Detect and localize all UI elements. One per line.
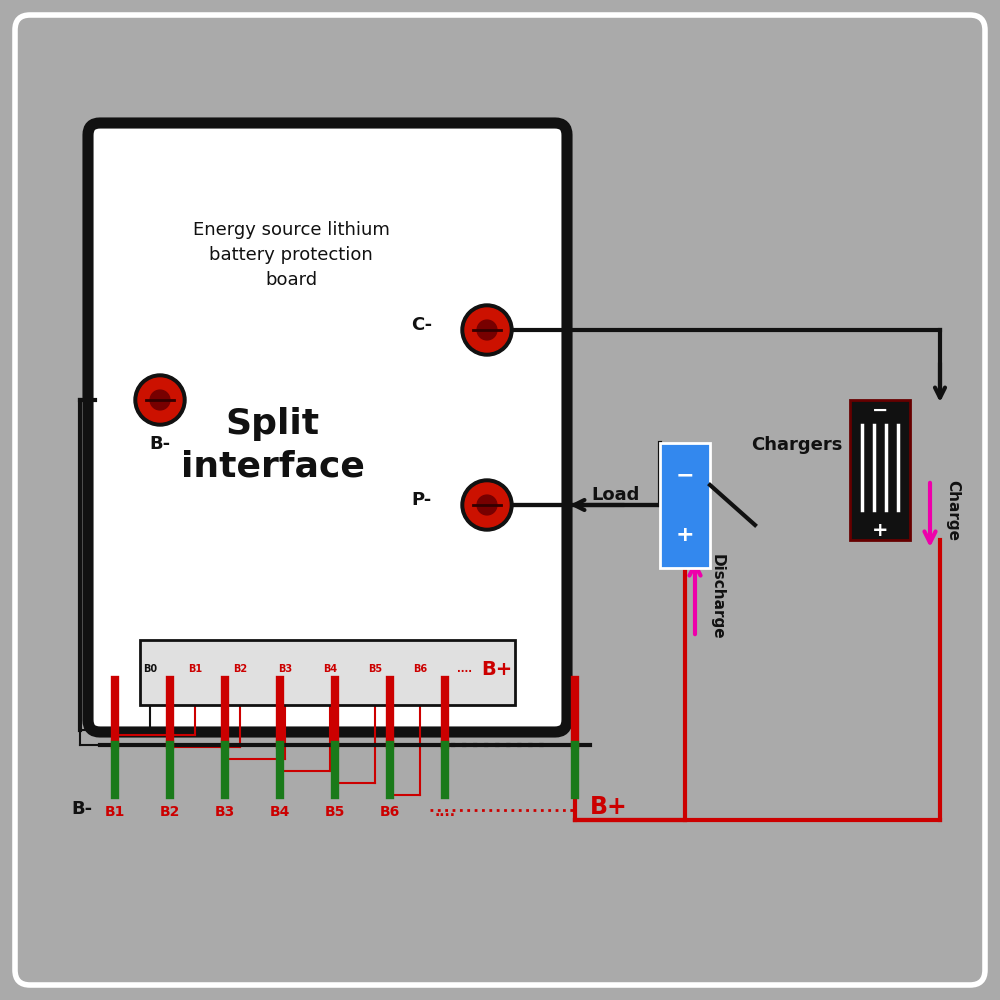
Bar	[140, 640, 515, 705]
Text: −: −	[676, 465, 694, 485]
Circle shape	[477, 495, 497, 515]
Text: C-: C-	[411, 316, 432, 334]
Text: B2: B2	[233, 664, 247, 674]
Text: Load: Load	[592, 486, 640, 504]
Text: +: +	[872, 520, 888, 540]
Circle shape	[465, 308, 509, 352]
Text: B3: B3	[278, 664, 292, 674]
Text: B3: B3	[215, 805, 235, 819]
Text: Split
interface: Split interface	[181, 407, 365, 483]
Text: B-: B-	[149, 435, 171, 453]
Text: B0: B0	[143, 664, 157, 674]
Text: Chargers: Chargers	[751, 436, 842, 454]
Text: B+: B+	[590, 795, 628, 819]
FancyBboxPatch shape	[88, 123, 567, 732]
Text: B4: B4	[270, 805, 290, 819]
Circle shape	[477, 320, 497, 340]
Text: Discharge: Discharge	[710, 554, 725, 640]
Text: −: −	[872, 400, 888, 420]
Text: B6: B6	[413, 664, 427, 674]
Text: B-: B-	[71, 800, 93, 818]
Text: ....: ....	[458, 664, 473, 674]
Circle shape	[138, 378, 182, 422]
Text: B2: B2	[160, 805, 180, 819]
Circle shape	[465, 483, 509, 527]
Text: B+: B+	[481, 660, 513, 679]
Text: B5: B5	[325, 805, 345, 819]
Text: Energy source lithium
battery protection
board: Energy source lithium battery protection…	[193, 221, 390, 289]
Circle shape	[150, 390, 170, 410]
Text: B1: B1	[188, 664, 202, 674]
Text: B4: B4	[323, 664, 337, 674]
Text: B1: B1	[105, 805, 125, 819]
Text: +: +	[676, 525, 694, 545]
Text: P-: P-	[412, 491, 432, 509]
Text: B5: B5	[368, 664, 382, 674]
Text: B6: B6	[380, 805, 400, 819]
Circle shape	[461, 479, 513, 531]
Bar	[850, 400, 910, 540]
Circle shape	[134, 374, 186, 426]
FancyBboxPatch shape	[15, 15, 985, 985]
Circle shape	[461, 304, 513, 356]
Bar	[660, 443, 710, 568]
Text: Charge: Charge	[945, 480, 960, 540]
Text: ....: ....	[434, 805, 456, 819]
